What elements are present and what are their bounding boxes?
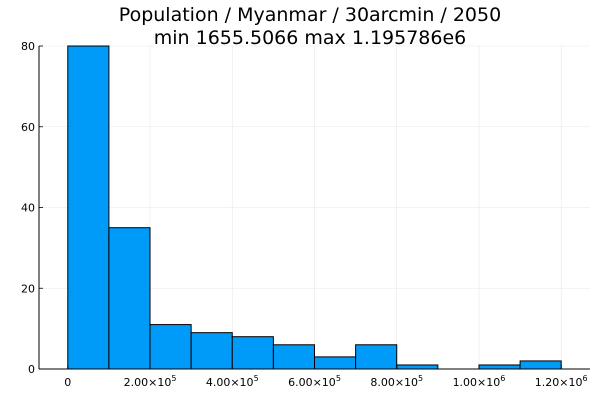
x-tick-label: 6.00×105 — [288, 374, 341, 389]
histogram-bar-4 — [231, 336, 274, 370]
histogram-bar-2 — [149, 324, 192, 370]
histogram-bar-3 — [190, 332, 233, 370]
chart-title-line1: Population / Myanmar / 30arcmin / 2050 — [118, 4, 502, 26]
histogram-bar-8 — [396, 364, 439, 370]
chart-subtitle: min 1655.5066 max 1.195786e6 — [153, 27, 467, 49]
x-tick-label: 1.20×106 — [535, 374, 588, 389]
histogram-bar-1 — [108, 227, 151, 370]
y-tick-label: 60 — [21, 121, 35, 134]
y-tick-label: 80 — [21, 40, 35, 53]
histogram-bar-6 — [314, 356, 357, 370]
y-tick-label: 40 — [21, 202, 35, 215]
histogram-bar-11 — [519, 360, 562, 370]
y-tick-label: 0 — [28, 363, 35, 376]
x-tick-label: 2.00×105 — [124, 374, 177, 389]
histogram-bar-7 — [355, 344, 398, 370]
chart-title: Population / Myanmar / 30arcmin / 2050 m… — [0, 4, 600, 50]
histogram-bar-5 — [272, 344, 315, 370]
x-tick-label: 4.00×105 — [206, 374, 259, 389]
x-tick-label: 1.00×106 — [453, 374, 506, 389]
histogram-bar-10 — [478, 364, 521, 370]
x-tick-label: 0 — [64, 376, 71, 389]
y-tick-label: 20 — [21, 282, 35, 295]
histogram-bar-0 — [67, 45, 110, 370]
x-tick-label: 8.00×105 — [370, 374, 423, 389]
